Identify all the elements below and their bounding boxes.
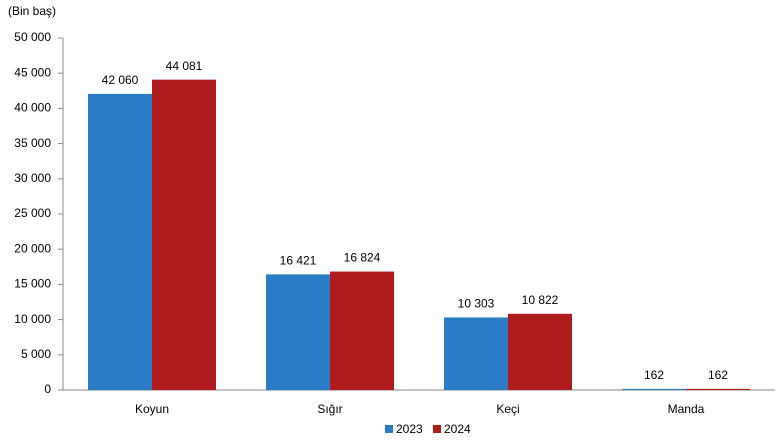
legend-label: 2024 [444,422,471,436]
bar [508,313,572,390]
y-tick-label: 35 000 [14,136,51,150]
legend-label: 2023 [396,422,423,436]
bar [330,271,394,390]
value-label: 10 822 [522,293,559,307]
y-tick-label: 45 000 [14,65,51,79]
x-tick-label: Manda [668,402,705,416]
value-label: 16 421 [280,254,317,268]
value-label: 162 [644,368,664,382]
y-axis-label: (Bin baş) [8,4,56,18]
y-tick-label: 20 000 [14,241,51,255]
y-tick-label: 50 000 [14,30,51,44]
value-label: 162 [708,368,728,382]
legend-swatch [433,425,441,433]
bar [444,317,508,390]
y-tick-label: 5 000 [21,347,51,361]
bar [152,79,216,390]
x-tick-label: Sığır [317,402,342,416]
x-tick-label: Keçi [496,402,519,416]
x-tick-label: Koyun [135,402,169,416]
value-label: 44 081 [166,59,203,73]
y-tick-label: 0 [44,382,51,396]
value-label: 42 060 [102,73,139,87]
y-tick-label: 25 000 [14,206,51,220]
bar [88,93,152,391]
bar [622,388,686,390]
bar [266,274,330,390]
legend-swatch [385,425,393,433]
bar [686,388,750,390]
y-tick-label: 15 000 [14,277,51,291]
value-label: 10 303 [458,297,495,311]
value-label: 16 824 [344,251,381,265]
y-tick-label: 40 000 [14,101,51,115]
y-tick-label: 30 000 [14,171,51,185]
y-tick-label: 10 000 [14,312,51,326]
